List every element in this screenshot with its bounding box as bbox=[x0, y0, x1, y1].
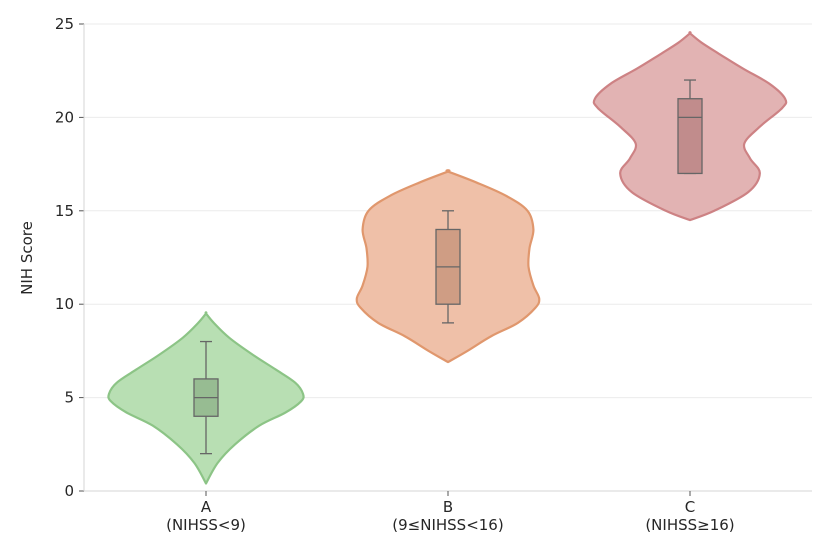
y-tick-label: 10 bbox=[55, 295, 74, 313]
y-tick-label: 20 bbox=[55, 108, 74, 126]
x-tick-label: B bbox=[443, 498, 453, 516]
boxplot-a bbox=[193, 340, 219, 455]
boxplot-b bbox=[435, 210, 461, 324]
x-tick-label: A bbox=[201, 498, 212, 516]
y-tick-label: 15 bbox=[55, 202, 74, 220]
violin-layer bbox=[107, 31, 788, 485]
x-tick-sublabel: (NIHSS≥16) bbox=[645, 516, 734, 534]
y-tick-label: 5 bbox=[64, 389, 74, 407]
boxplot-c bbox=[677, 79, 703, 175]
y-tick-label: 0 bbox=[64, 482, 74, 500]
x-tick-sublabel: (9≤NIHSS<16) bbox=[392, 516, 503, 534]
x-tick-label: C bbox=[685, 498, 695, 516]
iqr-box bbox=[677, 98, 703, 175]
x-tick-sublabel: (NIHSS<9) bbox=[166, 516, 246, 534]
axes-layer: 0 5 10 15 20 25 A(NIHSS<9) B(9≤NIHSS<16) C(NIHSS… bbox=[55, 15, 812, 534]
y-tick-label: 25 bbox=[55, 15, 74, 33]
y-axis-label: NIH Score bbox=[18, 221, 36, 295]
